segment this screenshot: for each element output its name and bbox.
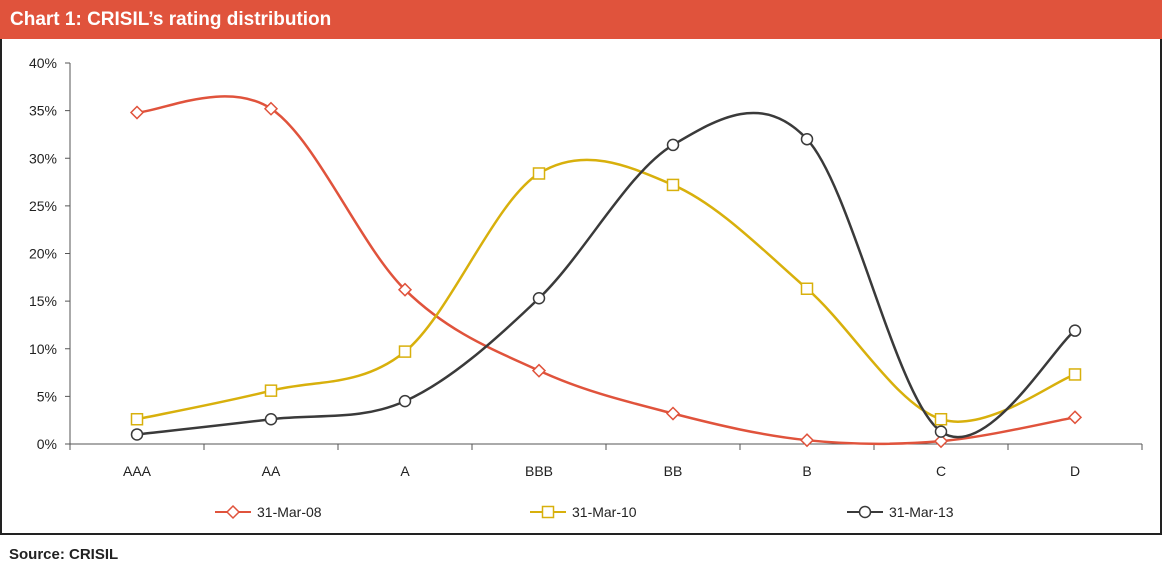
data-point <box>665 406 681 421</box>
data-point <box>398 345 412 358</box>
x-tick-label: B <box>802 463 811 479</box>
chart-frame <box>0 39 1162 535</box>
data-point <box>1068 324 1082 337</box>
line-chart: 0%5%10%15%20%25%30%35%40%AAA AA A BBB BB B C D … <box>29 55 1143 520</box>
y-tick-label: 15% <box>29 293 57 309</box>
chart-header: Chart 1: CRISIL’s rating distribution <box>0 0 1162 39</box>
data-point <box>129 105 145 120</box>
data-point <box>264 384 278 397</box>
legend-marker <box>858 505 872 519</box>
chart-axes: 0%5%10%15%20%25%30%35%40%AAA AA A BBB BB B C D <box>29 55 1143 479</box>
data-point <box>666 138 680 152</box>
legend-marker <box>225 504 241 520</box>
series-line <box>136 111 1076 439</box>
chart-series-lines <box>136 95 1076 446</box>
legend-label: 31-Mar-08 <box>257 504 322 520</box>
y-tick-label: 20% <box>29 246 57 262</box>
data-point <box>1067 410 1083 425</box>
data-point <box>397 282 413 297</box>
data-point <box>398 394 412 408</box>
data-point <box>934 412 948 426</box>
data-point <box>934 425 948 438</box>
source-note: Source: CRISIL <box>9 546 119 563</box>
y-tick-label: 0% <box>37 436 57 452</box>
legend-marker <box>541 505 555 519</box>
data-point <box>532 292 546 305</box>
y-tick-label: 40% <box>29 55 57 71</box>
y-tick-label: 25% <box>29 198 57 214</box>
data-point <box>264 412 278 426</box>
data-point <box>263 101 279 116</box>
legend-label: 31-Mar-10 <box>572 504 637 520</box>
data-point <box>800 132 814 146</box>
x-tick-label: A <box>400 463 410 479</box>
data-point <box>933 434 949 449</box>
x-tick-label: AAA <box>123 463 152 479</box>
y-tick-label: 30% <box>29 150 57 166</box>
data-point <box>800 282 814 295</box>
series-line <box>136 95 1076 446</box>
data-point <box>130 428 144 441</box>
data-point <box>532 167 546 180</box>
legend-label: 31-Mar-13 <box>889 504 954 520</box>
x-tick-label: BBB <box>525 463 553 479</box>
data-point <box>1068 368 1082 381</box>
data-point <box>130 412 144 426</box>
y-tick-label: 10% <box>29 341 57 357</box>
data-point <box>799 433 815 448</box>
data-point <box>531 363 547 378</box>
x-tick-label: AA <box>262 463 281 479</box>
chart-legend: 31-Mar-08 31-Mar-10 31-Mar-13 <box>215 504 954 520</box>
x-tick-label: BB <box>664 463 683 479</box>
data-point <box>666 178 680 192</box>
series-line <box>136 158 1076 423</box>
y-tick-label: 35% <box>29 103 57 119</box>
y-tick-label: 5% <box>37 388 57 404</box>
chart-title: Chart 1: CRISIL’s rating distribution <box>10 9 332 30</box>
chart-markers <box>129 101 1083 449</box>
x-tick-label: D <box>1070 463 1080 479</box>
x-tick-label: C <box>936 463 946 479</box>
